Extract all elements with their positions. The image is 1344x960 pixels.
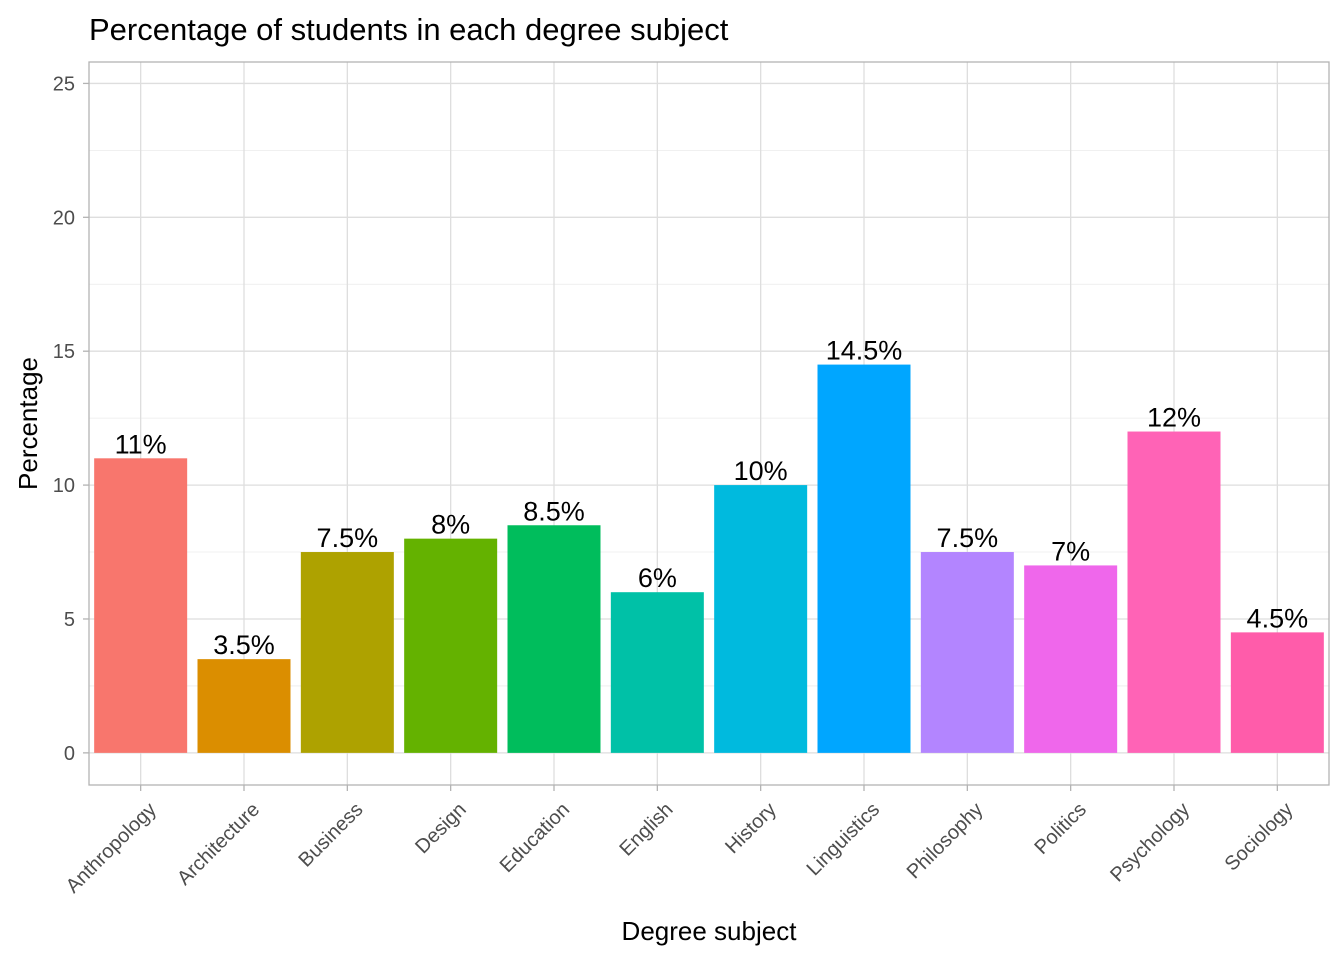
bars: [94, 364, 1324, 753]
panel-border: [88, 61, 1330, 786]
x-tick-label-history: History: [721, 799, 781, 859]
y-axis-ticks: 0 5 10 15 20 25: [53, 73, 89, 765]
bar-politics: [1024, 565, 1118, 753]
bar-label-politics: 7%: [1051, 536, 1090, 566]
y-tick-label: 15: [53, 341, 75, 363]
y-axis-title: Percentage: [13, 357, 43, 490]
bar-label-psychology: 12%: [1147, 403, 1201, 433]
x-tick-label-design: Design: [411, 799, 471, 859]
bar-label-philosophy: 7.5%: [937, 523, 999, 553]
x-tick-label-business: Business: [295, 799, 368, 872]
bar-label-linguistics: 14.5%: [826, 336, 903, 366]
bar-philosophy: [920, 552, 1014, 753]
x-tick-label-politics: Politics: [1030, 799, 1090, 859]
x-tick-label-education: Education: [496, 799, 574, 877]
bar-label-anthropology: 11%: [115, 429, 167, 459]
x-tick-label-architecture: Architecture: [173, 799, 264, 890]
y-tick-label: 25: [53, 73, 75, 95]
x-tick-label-psychology: Psychology: [1106, 799, 1194, 887]
x-axis-ticks: Anthropology Architecture Business Design Ed…: [62, 785, 1298, 898]
bar-label-history: 10%: [734, 456, 788, 486]
x-axis-title: Degree subject: [622, 916, 798, 946]
x-tick-label-english: English: [616, 799, 678, 861]
bar-education: [507, 525, 601, 753]
bar-history: [714, 485, 808, 753]
bar-label-architecture: 3.5%: [213, 630, 275, 660]
y-tick-label: 0: [64, 743, 75, 765]
bar-labels: 11% 3.5% 7.5% 8% 8.5% 6% 10% 14.5% 7.5% 7% 12% 4.5%: [115, 336, 1308, 661]
bar-business: [300, 552, 394, 753]
x-tick-label-sociology: Sociology: [1221, 799, 1298, 876]
bar-psychology: [1127, 431, 1221, 753]
bar-label-design: 8%: [431, 510, 470, 540]
bar-anthropology: [94, 458, 188, 753]
x-tick-label-linguistics: Linguistics: [803, 799, 885, 881]
bar-english: [610, 592, 704, 753]
minor-gridlines: [89, 149, 1329, 687]
x-tick-label-anthropology: Anthropology: [62, 799, 161, 898]
bar-label-sociology: 4.5%: [1247, 603, 1309, 633]
bar-architecture: [197, 659, 291, 753]
bar-design: [404, 538, 498, 753]
bar-label-education: 8.5%: [523, 496, 585, 526]
y-tick-label: 10: [53, 475, 75, 497]
bar-linguistics: [817, 364, 911, 753]
x-tick-label-philosophy: Philosophy: [903, 799, 988, 884]
bar-label-business: 7.5%: [317, 523, 379, 553]
y-tick-label: 20: [53, 207, 75, 229]
bar-label-english: 6%: [638, 563, 677, 593]
y-tick-label: 5: [64, 609, 75, 631]
bar-sociology: [1230, 632, 1324, 753]
chart-title: Percentage of students in each degree su…: [89, 12, 729, 47]
